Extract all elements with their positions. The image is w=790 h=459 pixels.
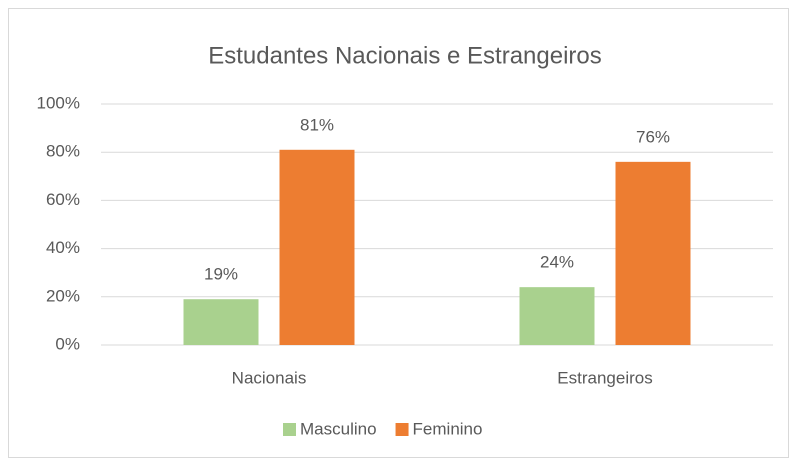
bar: [279, 149, 355, 345]
bar: [183, 299, 259, 345]
y-tick-label: 20%: [46, 286, 80, 305]
data-label: 19%: [204, 265, 238, 284]
y-tick-label: 60%: [46, 190, 80, 209]
bar: [519, 287, 595, 345]
legend-swatch: [395, 423, 409, 436]
data-label: 76%: [636, 127, 670, 146]
chart-title: Estudantes Nacionais e Estrangeiros: [208, 42, 602, 69]
data-label: 24%: [540, 253, 574, 272]
data-label: 81%: [300, 115, 334, 134]
x-tick-label: Nacionais: [232, 368, 307, 387]
x-tick-label: Estrangeiros: [557, 368, 652, 387]
y-tick-label: 40%: [46, 238, 80, 257]
legend-label: Feminino: [413, 419, 483, 438]
y-tick-label: 100%: [37, 93, 80, 112]
y-tick-label: 80%: [46, 142, 80, 161]
y-tick-label: 0%: [55, 334, 80, 353]
bar: [615, 161, 691, 345]
legend-swatch: [283, 423, 296, 436]
legend-label: Masculino: [300, 419, 377, 438]
